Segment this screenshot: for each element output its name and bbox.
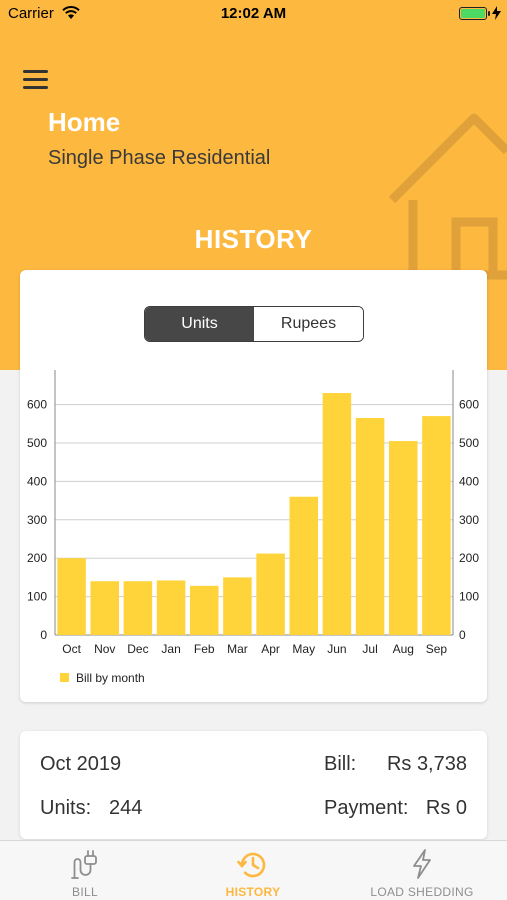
x-tick-label: Nov bbox=[94, 642, 115, 656]
history-icon bbox=[168, 848, 338, 887]
legend-swatch bbox=[60, 673, 69, 682]
section-title: HISTORY bbox=[194, 224, 313, 254]
rupees-segment[interactable]: Rupees bbox=[254, 307, 363, 341]
bar bbox=[289, 496, 319, 635]
wifi-icon bbox=[62, 6, 80, 24]
plug-icon bbox=[0, 848, 170, 885]
bar bbox=[57, 558, 86, 635]
battery-cap bbox=[488, 11, 490, 16]
tab-bar: BILL HISTORY LOAD SHEDDING bbox=[0, 840, 507, 900]
x-tick-label: May bbox=[292, 642, 315, 656]
y-tick-label-left: 400 bbox=[27, 474, 47, 488]
x-tick-label: Dec bbox=[127, 642, 148, 656]
x-tick-label: Aug bbox=[393, 642, 414, 656]
tab-label-history: HISTORY bbox=[225, 885, 281, 899]
x-tick-label: Jun bbox=[327, 642, 346, 656]
x-tick-label: Oct bbox=[62, 642, 81, 656]
battery-icon bbox=[459, 7, 487, 20]
chart-card: Units Rupees 0 0 100 100 200 200 300 300 400 400 5… bbox=[20, 270, 487, 702]
tab-history[interactable]: HISTORY bbox=[168, 841, 338, 900]
y-tick-label-right: 500 bbox=[459, 436, 479, 450]
x-tick-label: Jul bbox=[362, 642, 377, 656]
tab-label-load-shedding: LOAD SHEDDING bbox=[370, 885, 474, 899]
status-bar: Carrier 12:02 AM bbox=[0, 0, 507, 28]
units-value: 244 bbox=[109, 797, 143, 819]
y-tick-label-left: 0 bbox=[40, 628, 47, 642]
bar bbox=[90, 581, 120, 635]
x-tick-label: Apr bbox=[261, 642, 280, 656]
y-tick-label-left: 600 bbox=[27, 398, 47, 412]
y-tick-label-left: 300 bbox=[27, 513, 47, 527]
status-time: 12:02 AM bbox=[220, 5, 287, 22]
y-tick-label-right: 600 bbox=[459, 398, 479, 412]
page-title: Home bbox=[48, 107, 121, 137]
payment-label: Payment: bbox=[324, 797, 409, 819]
carrier-label: Carrier bbox=[8, 5, 54, 22]
bill-chart: 0 0 100 100 200 200 300 300 400 400 500 500 600 600 Oc… bbox=[27, 370, 479, 685]
bill-value: Rs 3,738 bbox=[386, 753, 467, 775]
bar bbox=[123, 581, 153, 635]
legend-label: Bill by month bbox=[76, 671, 145, 685]
page-subtitle: Single Phase Residential bbox=[48, 147, 271, 169]
y-tick-label-right: 100 bbox=[459, 590, 479, 604]
y-tick-label-right: 0 bbox=[459, 628, 466, 642]
tab-load-shedding[interactable]: LOAD SHEDDING bbox=[337, 841, 507, 900]
bar bbox=[223, 577, 252, 635]
menu-icon[interactable] bbox=[23, 70, 48, 90]
bar bbox=[322, 393, 352, 635]
y-tick-label-right: 300 bbox=[459, 513, 479, 527]
bar bbox=[256, 553, 285, 635]
payment-value: Rs 0 bbox=[425, 797, 467, 819]
x-tick-label: Sep bbox=[426, 642, 448, 656]
summary-month: Oct 2019 bbox=[40, 753, 122, 775]
x-tick-label: Mar bbox=[227, 642, 248, 656]
x-tick-label: Jan bbox=[161, 642, 180, 656]
y-tick-label-right: 200 bbox=[459, 551, 479, 565]
tab-label-bill: BILL bbox=[72, 885, 98, 899]
bill-label: Bill: bbox=[324, 753, 357, 775]
y-tick-label-left: 100 bbox=[27, 590, 47, 604]
units-segment[interactable]: Units bbox=[145, 307, 254, 341]
bar bbox=[355, 418, 385, 635]
y-tick-label-right: 400 bbox=[459, 474, 479, 488]
house-icon bbox=[388, 110, 507, 285]
bar bbox=[422, 416, 451, 635]
bar bbox=[388, 441, 418, 635]
x-tick-label: Feb bbox=[194, 642, 215, 656]
y-tick-label-left: 500 bbox=[27, 436, 47, 450]
lightning-icon bbox=[337, 848, 507, 885]
y-tick-label-left: 200 bbox=[27, 551, 47, 565]
charging-icon bbox=[492, 6, 501, 24]
units-rupees-toggle: Units Rupees bbox=[144, 306, 364, 342]
bar bbox=[189, 585, 219, 635]
tab-bill[interactable]: BILL bbox=[0, 841, 170, 900]
bill-summary-card: Oct 2019 Bill: Rs 3,738 Units: 244 Payme… bbox=[20, 731, 487, 839]
bar bbox=[156, 580, 186, 635]
units-label: Units: bbox=[40, 797, 92, 819]
